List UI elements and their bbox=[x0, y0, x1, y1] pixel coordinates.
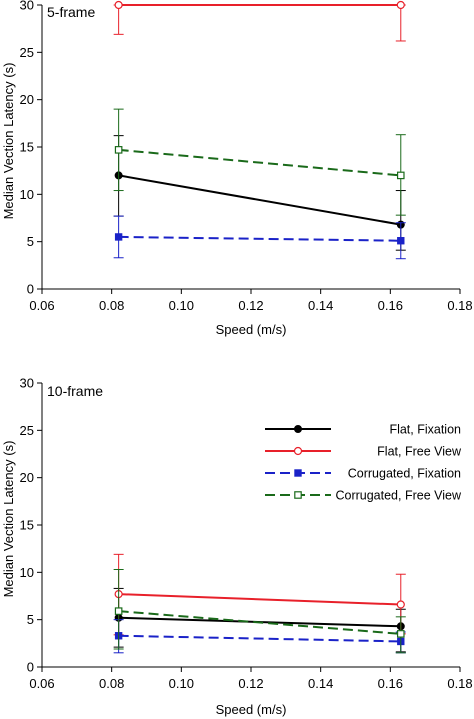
series-line bbox=[118, 634, 401, 643]
data-point bbox=[114, 146, 123, 154]
x-tick-label: 0.16 bbox=[378, 298, 403, 313]
legend-label: Corrugated, Fixation bbox=[348, 467, 461, 481]
series-line bbox=[118, 174, 401, 226]
legend-item-corrugated-free-view: Corrugated, Free View bbox=[265, 489, 462, 503]
y-tick-label: 25 bbox=[20, 45, 34, 60]
y-axis-label: Median Vection Latency (s) bbox=[1, 441, 16, 598]
x-tick-label: 0.08 bbox=[99, 298, 124, 313]
data-point bbox=[114, 607, 123, 615]
y-tick-label: 15 bbox=[20, 140, 34, 155]
x-tick-label: 0.16 bbox=[378, 676, 403, 691]
y-tick-label: 20 bbox=[20, 92, 34, 107]
y-tick-label: 15 bbox=[20, 518, 34, 533]
legend-item-flat-fixation: Flat, Fixation bbox=[265, 423, 461, 437]
data-point bbox=[114, 233, 123, 241]
data-point bbox=[114, 0, 123, 10]
y-tick-label: 0 bbox=[27, 660, 34, 675]
data-point bbox=[396, 171, 405, 180]
x-tick-label: 0.12 bbox=[238, 298, 263, 313]
y-tick-label: 30 bbox=[20, 0, 34, 13]
series-corrugated-fixation bbox=[113, 215, 406, 260]
y-axis-label: Median Vection Latency (s) bbox=[1, 63, 16, 220]
data-point bbox=[397, 237, 405, 245]
x-tick-label: 0.10 bbox=[169, 676, 194, 691]
x-tick-label: 0.14 bbox=[308, 298, 333, 313]
chart-title: 10-frame bbox=[47, 383, 103, 399]
x-tick-label: 0.18 bbox=[447, 298, 472, 313]
data-point bbox=[294, 425, 302, 433]
data-point bbox=[294, 491, 302, 499]
x-tick-label: 0.06 bbox=[29, 298, 54, 313]
x-tick-label: 0.18 bbox=[447, 676, 472, 691]
data-point bbox=[396, 0, 405, 10]
legend-label: Corrugated, Free View bbox=[335, 489, 461, 503]
legend-item-corrugated-fixation: Corrugated, Fixation bbox=[265, 467, 461, 481]
legend-label: Flat, Free View bbox=[377, 445, 462, 459]
series-line bbox=[118, 610, 401, 635]
series-line bbox=[118, 593, 401, 606]
legend: Flat, Fixation Flat, Free View Corrugated,… bbox=[265, 423, 462, 503]
y-tick-label: 10 bbox=[20, 187, 34, 202]
chart-title: 5-frame bbox=[47, 4, 95, 20]
data-point bbox=[396, 600, 405, 609]
series-line bbox=[118, 148, 401, 177]
data-point bbox=[294, 469, 302, 477]
y-tick-label: 20 bbox=[20, 470, 34, 485]
series-flat-fixation bbox=[113, 587, 406, 653]
chart-panel-2: 0 5 10 15 20 25 30 0.06 0.08 0.10 0.12 0.14 0.16 0.18… bbox=[1, 376, 473, 718]
x-axis-label: Speed (m/s) bbox=[216, 322, 287, 337]
y-tick-label: 0 bbox=[27, 282, 34, 297]
legend-label: Flat, Fixation bbox=[389, 423, 461, 437]
x-tick-label: 0.06 bbox=[29, 676, 54, 691]
y-tick-label: 5 bbox=[27, 234, 34, 249]
x-tick-label: 0.10 bbox=[169, 298, 194, 313]
data-point bbox=[293, 446, 303, 456]
series-flat-free-view bbox=[113, 0, 406, 42]
x-tick-label: 0.14 bbox=[308, 676, 333, 691]
series-line bbox=[118, 235, 401, 242]
y-tick-label: 25 bbox=[20, 423, 34, 438]
x-axis-label: Speed (m/s) bbox=[216, 702, 287, 717]
x-tick-label: 0.12 bbox=[238, 676, 263, 691]
series-corrugated-free-view bbox=[113, 568, 406, 654]
series-corrugated-free-view bbox=[113, 108, 406, 216]
chart-panel-1: 0 5 10 15 20 25 30 0.06 0.08 0.10 0.12 0.14 0.16 0.18… bbox=[1, 0, 473, 337]
y-tick-label: 5 bbox=[27, 612, 34, 627]
y-tick-label: 10 bbox=[20, 565, 34, 580]
x-tick-label: 0.08 bbox=[99, 676, 124, 691]
legend-item-flat-free-view: Flat, Free View bbox=[265, 445, 462, 459]
y-tick-label: 30 bbox=[20, 376, 34, 391]
data-point bbox=[396, 630, 405, 638]
